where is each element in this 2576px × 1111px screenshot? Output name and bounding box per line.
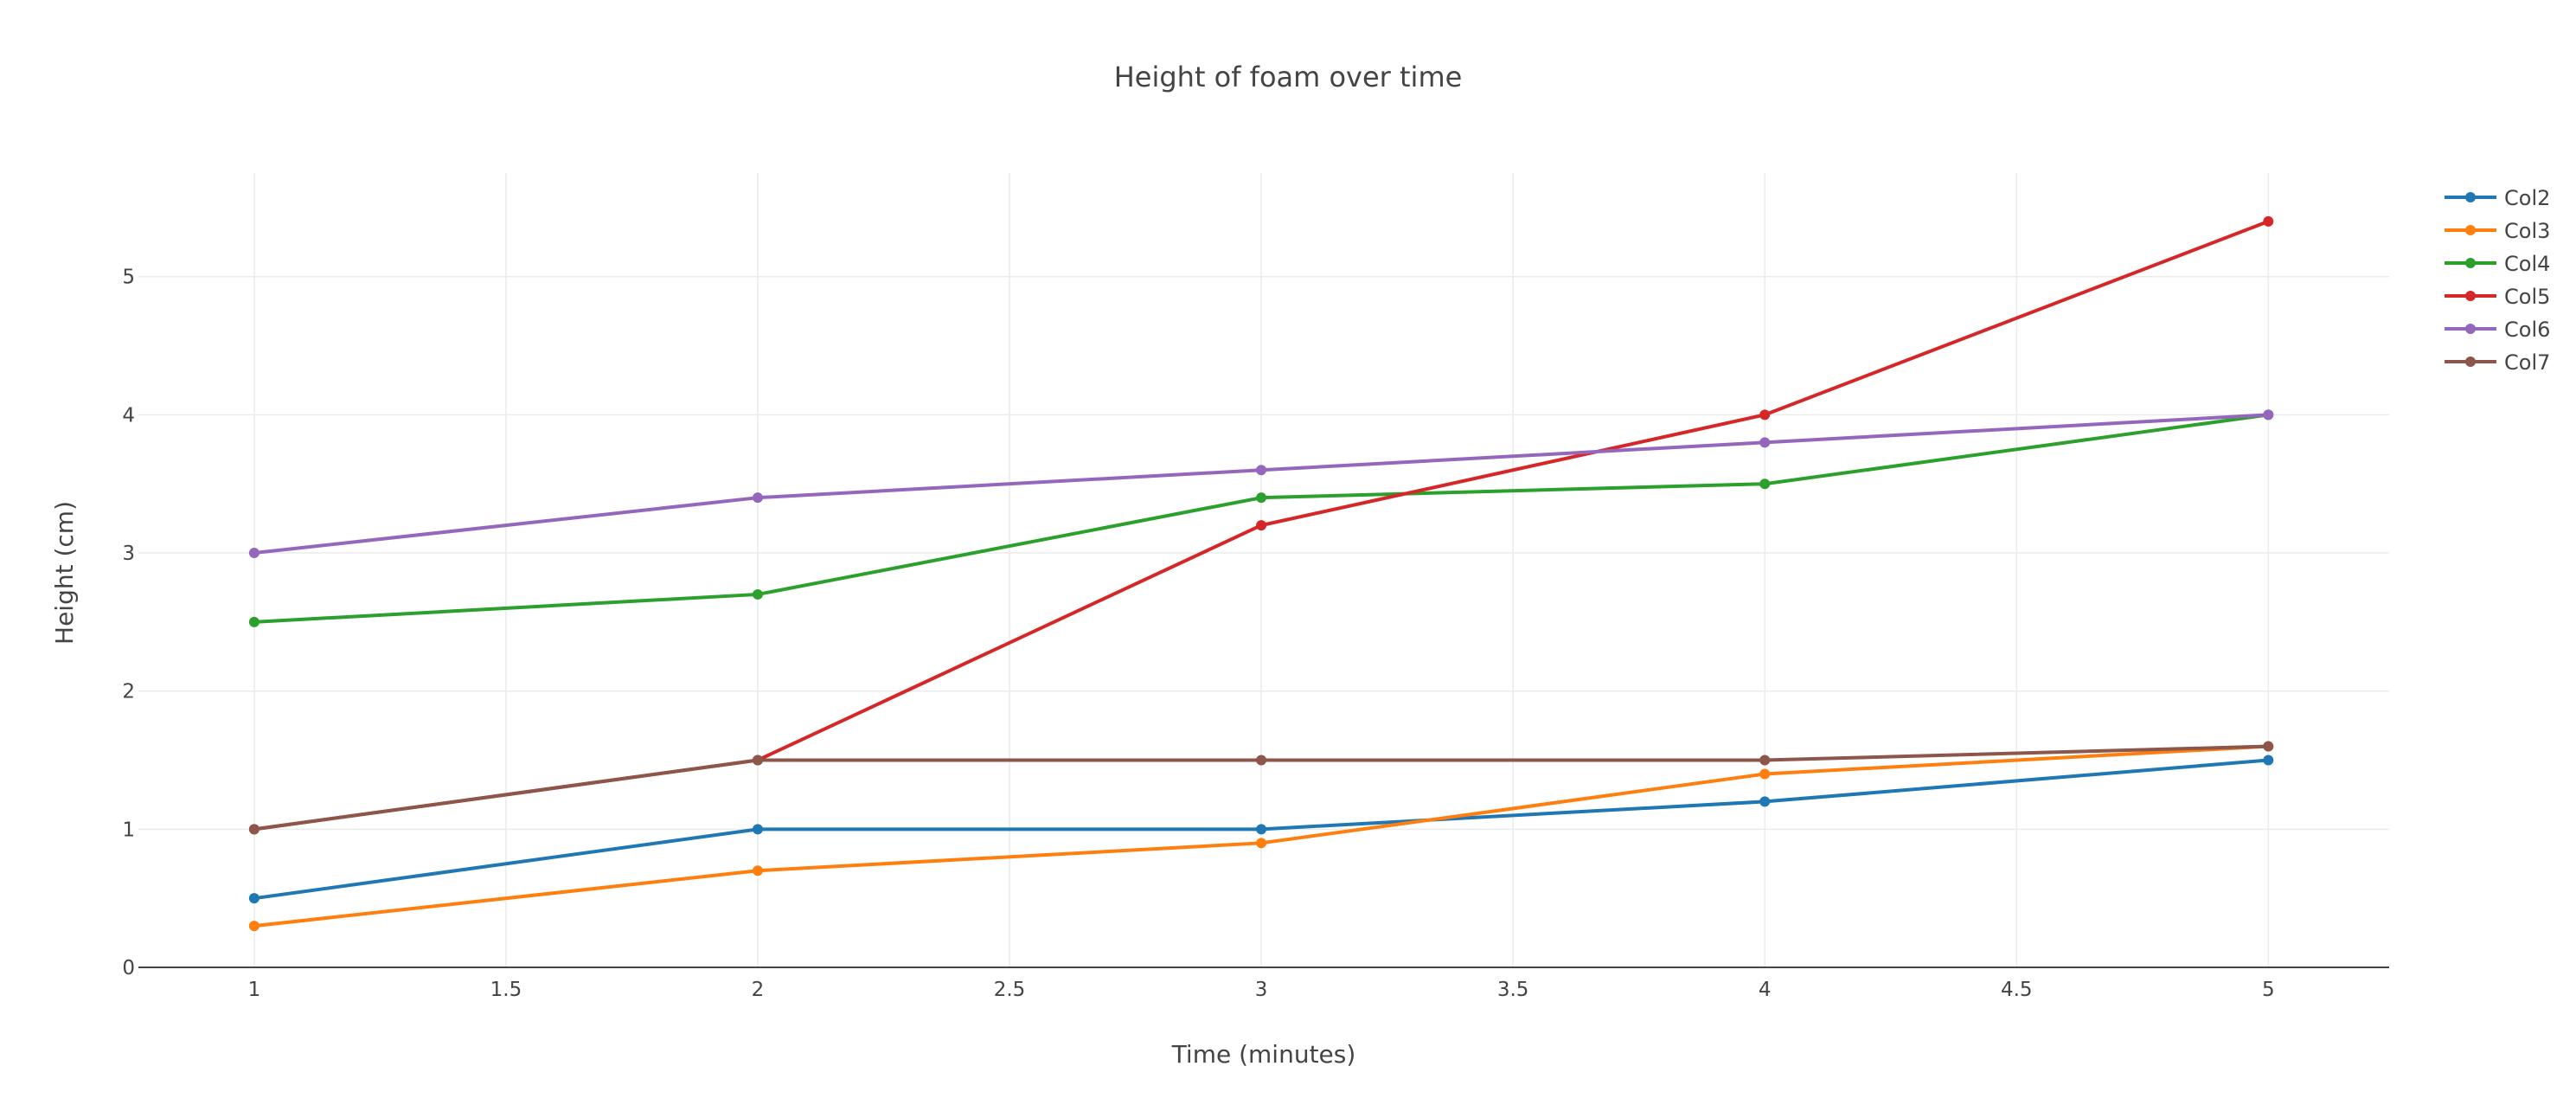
legend-swatch-marker	[2465, 258, 2476, 268]
legend-swatch-marker	[2465, 324, 2476, 334]
x-tick-label: 2	[752, 979, 765, 1001]
y-tick-labels: 0 1 2 3 4 5	[122, 267, 135, 979]
y-tick-label: 2	[122, 681, 135, 703]
data-point	[248, 921, 260, 932]
y-tick-label: 5	[122, 267, 135, 289]
legend-item-col2[interactable]: Col2	[2445, 186, 2550, 210]
data-point	[1759, 768, 1771, 780]
data-point	[752, 824, 763, 835]
data-point	[248, 548, 260, 559]
data-point	[1256, 465, 1267, 476]
series-col4	[248, 409, 2274, 627]
legend-item-col5[interactable]: Col5	[2445, 285, 2550, 309]
data-point	[248, 893, 260, 904]
y-tick-label: 1	[122, 819, 135, 841]
legend-swatch-marker	[2465, 291, 2476, 301]
y-tick-label: 0	[122, 957, 135, 979]
series-col2	[248, 755, 2274, 904]
x-tick-label: 2.5	[994, 979, 1026, 1001]
data-point	[1759, 437, 1771, 448]
data-point	[1759, 478, 1771, 490]
legend-label: Col4	[2504, 252, 2550, 276]
legend-label: Col2	[2504, 186, 2550, 210]
data-point	[2263, 215, 2274, 227]
x-tick-label: 1	[248, 979, 261, 1001]
legend: Col2 Col3 Col4 Col5 Col6 Col7	[2445, 186, 2550, 375]
y-tick-label: 4	[122, 404, 135, 427]
chart-title: Height of foam over time	[1114, 61, 1463, 93]
legend-swatch-marker	[2465, 225, 2476, 235]
legend-item-col3[interactable]: Col3	[2445, 219, 2550, 243]
legend-swatch-marker	[2465, 192, 2476, 202]
legend-item-col6[interactable]: Col6	[2445, 318, 2550, 342]
data-point	[1256, 492, 1267, 504]
data-point	[752, 865, 763, 877]
legend-label: Col7	[2504, 350, 2550, 375]
legend-label: Col5	[2504, 285, 2550, 309]
x-tick-label: 5	[2262, 979, 2275, 1001]
x-tick-label: 3.5	[1497, 979, 1529, 1001]
series-col6	[248, 409, 2274, 559]
data-point	[1256, 824, 1267, 835]
data-point	[2263, 755, 2274, 766]
x-tick-label: 1.5	[490, 979, 522, 1001]
x-tick-label: 4.5	[2001, 979, 2033, 1001]
data-point	[752, 492, 763, 504]
data-point	[248, 616, 260, 627]
x-tick-labels: 1 1.5 2 2.5 3 3.5 4 4.5 5	[248, 979, 2275, 1001]
data-point	[752, 588, 763, 600]
series-lines	[248, 215, 2274, 932]
data-point	[1256, 520, 1267, 531]
legend-label: Col3	[2504, 219, 2550, 243]
data-point	[1759, 755, 1771, 766]
x-tick-label: 4	[1759, 979, 1772, 1001]
data-point	[1759, 796, 1771, 807]
data-point	[248, 824, 260, 835]
y-tick-label: 3	[122, 543, 135, 565]
legend-item-col7[interactable]: Col7	[2445, 350, 2550, 375]
x-axis-title: Time (minutes)	[1171, 1040, 1356, 1069]
legend-item-col4[interactable]: Col4	[2445, 252, 2550, 276]
data-point	[752, 755, 763, 766]
grid	[138, 173, 2389, 967]
data-point	[1759, 409, 1771, 421]
data-point	[2263, 409, 2274, 421]
series-col7	[248, 741, 2274, 835]
legend-label: Col6	[2504, 318, 2550, 342]
legend-swatch-marker	[2465, 356, 2476, 367]
data-point	[1256, 755, 1267, 766]
x-tick-label: 3	[1255, 979, 1268, 1001]
data-point	[1256, 838, 1267, 849]
data-point	[2263, 741, 2274, 752]
y-axis-title: Height (cm)	[50, 501, 79, 645]
